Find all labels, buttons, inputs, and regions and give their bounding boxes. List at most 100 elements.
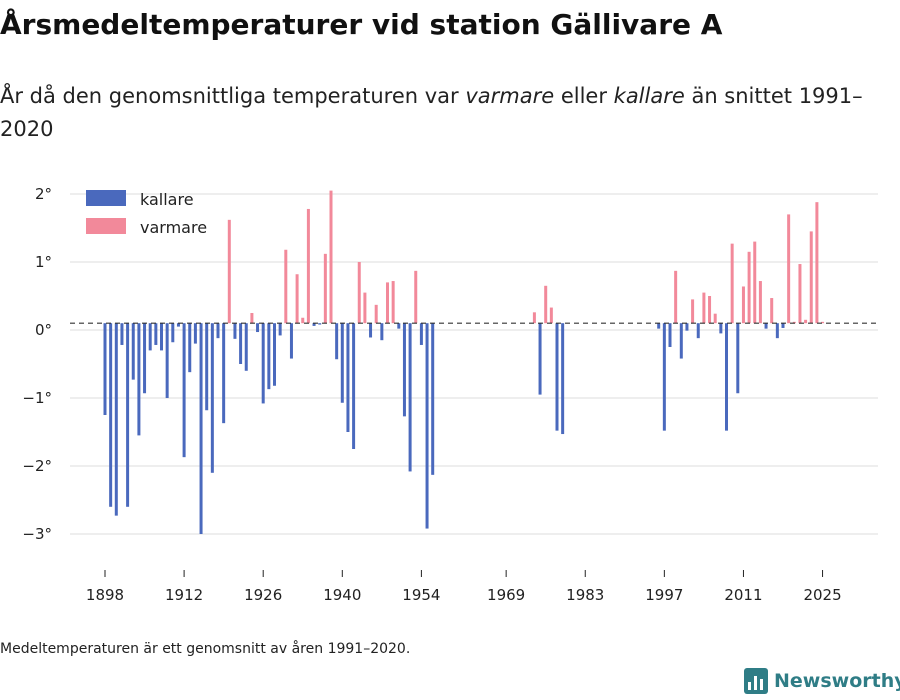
bar-colder [205, 323, 209, 411]
y-axis-ticks: 2° 1° 0° −1° −2° −3° [22, 185, 52, 543]
bar-colder [668, 323, 672, 347]
y-tick-label: −3° [22, 525, 52, 543]
bar-colder [267, 323, 271, 390]
subtitle-cold-word: kallare [613, 84, 685, 108]
bar-warmer [770, 298, 774, 324]
bar-warmer [809, 231, 813, 324]
bar-colder [233, 323, 237, 339]
bar-colder [160, 323, 163, 351]
x-tick-label: 1983 [566, 586, 604, 604]
bar-warmer [815, 202, 819, 324]
bar-colder [369, 323, 373, 338]
bar-colder [210, 323, 214, 473]
legend-swatch-warmer [86, 218, 126, 234]
bar-colder [685, 323, 689, 331]
x-tick-label: 1912 [165, 586, 203, 604]
temperature-chart: 2° 1° 0° −1° −2° −3° 1898 1912 1926 1940 1954 1969… [22, 185, 878, 604]
gridlines [70, 193, 878, 535]
bar-chart-logo-icon [744, 668, 768, 694]
x-tick-label: 2011 [724, 586, 762, 604]
bar-colder [120, 323, 124, 345]
subtitle-warm-word: varmare [465, 84, 555, 108]
bar-colder [736, 323, 740, 394]
bar-colder [679, 323, 683, 359]
bar-colder [725, 323, 728, 431]
brand-logo[interactable]: Newsworthy [744, 668, 900, 694]
bar-colder [154, 323, 158, 345]
bar-colder [312, 323, 316, 326]
bar-colder [216, 323, 220, 339]
chart-title: Årsmedeltemperaturer vid station Gälliva… [0, 8, 723, 41]
subtitle-text-end: än snittet 1991–2020 [0, 84, 863, 141]
bar-warmer [753, 241, 757, 324]
bar-warmer [414, 270, 418, 324]
bar-warmer [713, 313, 717, 324]
bar-colder [137, 323, 141, 436]
bar-colder [402, 323, 406, 417]
bar-warmer [821, 321, 825, 324]
bar-warmer [730, 243, 734, 324]
bar-warmer [329, 190, 333, 324]
bar-colder [176, 323, 180, 327]
bar-colder [131, 323, 135, 380]
bar-warmer [544, 285, 548, 324]
y-tick-label: −1° [22, 389, 52, 407]
bar-colder [143, 323, 147, 394]
bar-colder [419, 323, 423, 345]
y-tick-label: −2° [22, 457, 52, 475]
bar-colder [244, 323, 248, 371]
bar-warmer [250, 313, 254, 324]
legend-swatch-colder [86, 190, 126, 206]
bar-colder [278, 323, 282, 336]
bar-colder [222, 323, 226, 424]
bar-warmer [227, 219, 231, 324]
bar-warmer [306, 208, 310, 324]
bar-colder [657, 323, 661, 329]
bar-colder [340, 323, 344, 403]
x-tick-label: 2025 [803, 586, 841, 604]
bar-colder [273, 323, 276, 386]
x-tick-label: 1969 [487, 586, 525, 604]
x-tick-label: 1926 [244, 586, 282, 604]
bar-warmer [532, 312, 536, 324]
bar-warmer [284, 249, 288, 324]
chart-subtitle: År då den genomsnittliga temperaturen va… [0, 80, 880, 146]
bar-colder [764, 323, 768, 329]
bar-warmer [391, 281, 395, 324]
bar-warmer [674, 270, 678, 324]
bar-colder [182, 323, 186, 458]
bar-colder [148, 323, 152, 351]
bar-colder [171, 323, 175, 343]
x-axis-ticks: 1898 1912 1926 1940 1954 1969 1983 1997 2011 2025 [86, 570, 842, 604]
bar-warmer [758, 281, 762, 324]
y-tick-label: 0° [35, 321, 52, 339]
bar-warmer [792, 321, 796, 324]
bar-warmer [741, 286, 745, 324]
bar-colder [781, 323, 785, 328]
bar-warmer [708, 296, 712, 324]
bar-colder [335, 323, 339, 360]
bar-colder [114, 323, 118, 516]
subtitle-text-start: År då den genomsnittliga temperaturen va… [0, 84, 466, 108]
bar-warmer [295, 274, 299, 324]
bar-colder [425, 323, 429, 529]
bar-colder [719, 323, 723, 334]
x-tick-label: 1997 [645, 586, 683, 604]
bar-colder [261, 323, 265, 404]
bar-colder [103, 323, 107, 415]
x-tick-label: 1940 [323, 586, 361, 604]
bar-colder [775, 323, 779, 339]
bar-colder [431, 323, 435, 475]
brand-name: Newsworthy [774, 670, 900, 692]
bar-colder [289, 323, 293, 359]
bar-colder [380, 323, 384, 341]
bar-colder [555, 323, 559, 431]
bar-colder [352, 323, 356, 449]
bar-warmer [323, 253, 327, 324]
bar-colder [126, 323, 130, 507]
bar-colder [397, 323, 401, 329]
bar-colder [408, 323, 412, 472]
bar-colder [662, 323, 666, 431]
bar-warmer [549, 307, 553, 324]
bar-warmer [804, 319, 808, 324]
